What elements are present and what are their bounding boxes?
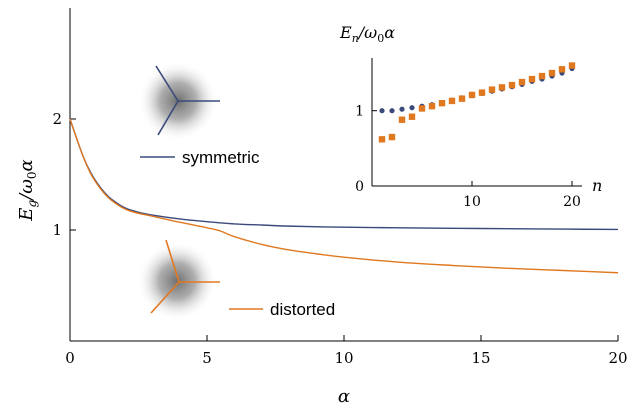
main-x-axis-label: α: [338, 386, 350, 407]
inset-title-alpha: α: [384, 23, 395, 42]
inset-point-distorted: [398, 116, 406, 123]
symmetric-schematic: [138, 61, 220, 141]
legend-symmetric-label: symmetric: [182, 148, 260, 167]
inset-point-distorted: [558, 66, 566, 73]
ylabel-sub-0: 0: [25, 171, 39, 179]
inset-point-symmetric: [379, 108, 385, 114]
inset-point-distorted: [538, 72, 546, 80]
inset-y-tick-label: 1: [355, 104, 364, 120]
inset-x-ticks: 10 20: [463, 181, 581, 210]
inset-point-distorted: [478, 89, 486, 96]
main-x-ticks: 0 5 10 15 20: [65, 335, 628, 367]
inset-x-axis-label: n: [592, 176, 602, 195]
svg-text:Eg/ω0α: Eg/ω0α: [16, 159, 39, 221]
main-x-tick-label: 5: [202, 349, 212, 367]
inset-point-distorted: [438, 99, 446, 107]
legend-distorted-label: distorted: [270, 300, 335, 319]
distorted-schematic: [137, 239, 220, 321]
inset-point-distorted: [418, 105, 426, 112]
inset-x-tick-label: 10: [463, 194, 481, 210]
inset-title-E: E: [339, 23, 352, 42]
inset-plot: 10 20 01 En/ω0α n: [330, 22, 618, 210]
inset-point-distorted: [408, 113, 416, 120]
inset-title-sub-n: n: [352, 32, 359, 45]
inset-title-rest: /ω: [357, 23, 377, 42]
inset-y-tick-label: 0: [355, 179, 364, 195]
inset-point-distorted: [428, 102, 436, 110]
main-x-tick-label: 20: [608, 349, 627, 367]
inset-point-distorted: [468, 91, 476, 99]
inset-point-distorted: [528, 75, 536, 83]
inset-point-symmetric: [409, 105, 415, 111]
distorted-junction-icon: [150, 239, 220, 314]
main-x-tick-label: 0: [65, 349, 75, 367]
distorted-curve: [69, 118, 619, 274]
ylabel-rest: /ω: [16, 179, 37, 202]
inset-point-symmetric: [399, 106, 405, 112]
main-y-axis-label: Eg/ω0α: [16, 159, 39, 221]
symmetric-junction-icon: [155, 65, 220, 136]
distorted-blob: [137, 241, 217, 321]
inset-point-distorted: [568, 62, 576, 69]
main-x-tick-label: 10: [334, 349, 353, 367]
ylabel-alpha: α: [16, 159, 37, 171]
inset-point-distorted: [378, 136, 386, 143]
inset-title: En/ω0α: [339, 23, 395, 45]
legend-distorted: distorted: [229, 300, 335, 319]
inset-point-distorted: [458, 95, 466, 102]
inset-point-distorted: [448, 97, 456, 105]
inset-points: [378, 62, 576, 143]
main-y-tick-label: 1: [52, 221, 62, 239]
main-y-tick-label: 2: [52, 110, 62, 128]
inset-point-distorted: [488, 86, 496, 93]
inset-x-tick-label: 20: [563, 194, 581, 210]
inset-point-distorted: [388, 133, 396, 141]
inset-title-sub-0: 0: [377, 32, 384, 45]
main-y-ticks: 12: [52, 110, 76, 239]
inset-point-distorted: [508, 81, 516, 89]
inset-y-ticks: 01: [355, 104, 377, 195]
inset-point-distorted: [518, 78, 526, 86]
main-x-tick-label: 15: [471, 349, 490, 367]
inset-point-distorted: [548, 69, 556, 77]
legend-symmetric: symmetric: [140, 148, 260, 167]
ylabel-E: E: [16, 208, 37, 222]
inset-background: [330, 22, 618, 200]
ylabel-sub-g: g: [25, 200, 39, 208]
inset-point-symmetric: [389, 108, 395, 114]
inset-point-distorted: [498, 84, 506, 91]
